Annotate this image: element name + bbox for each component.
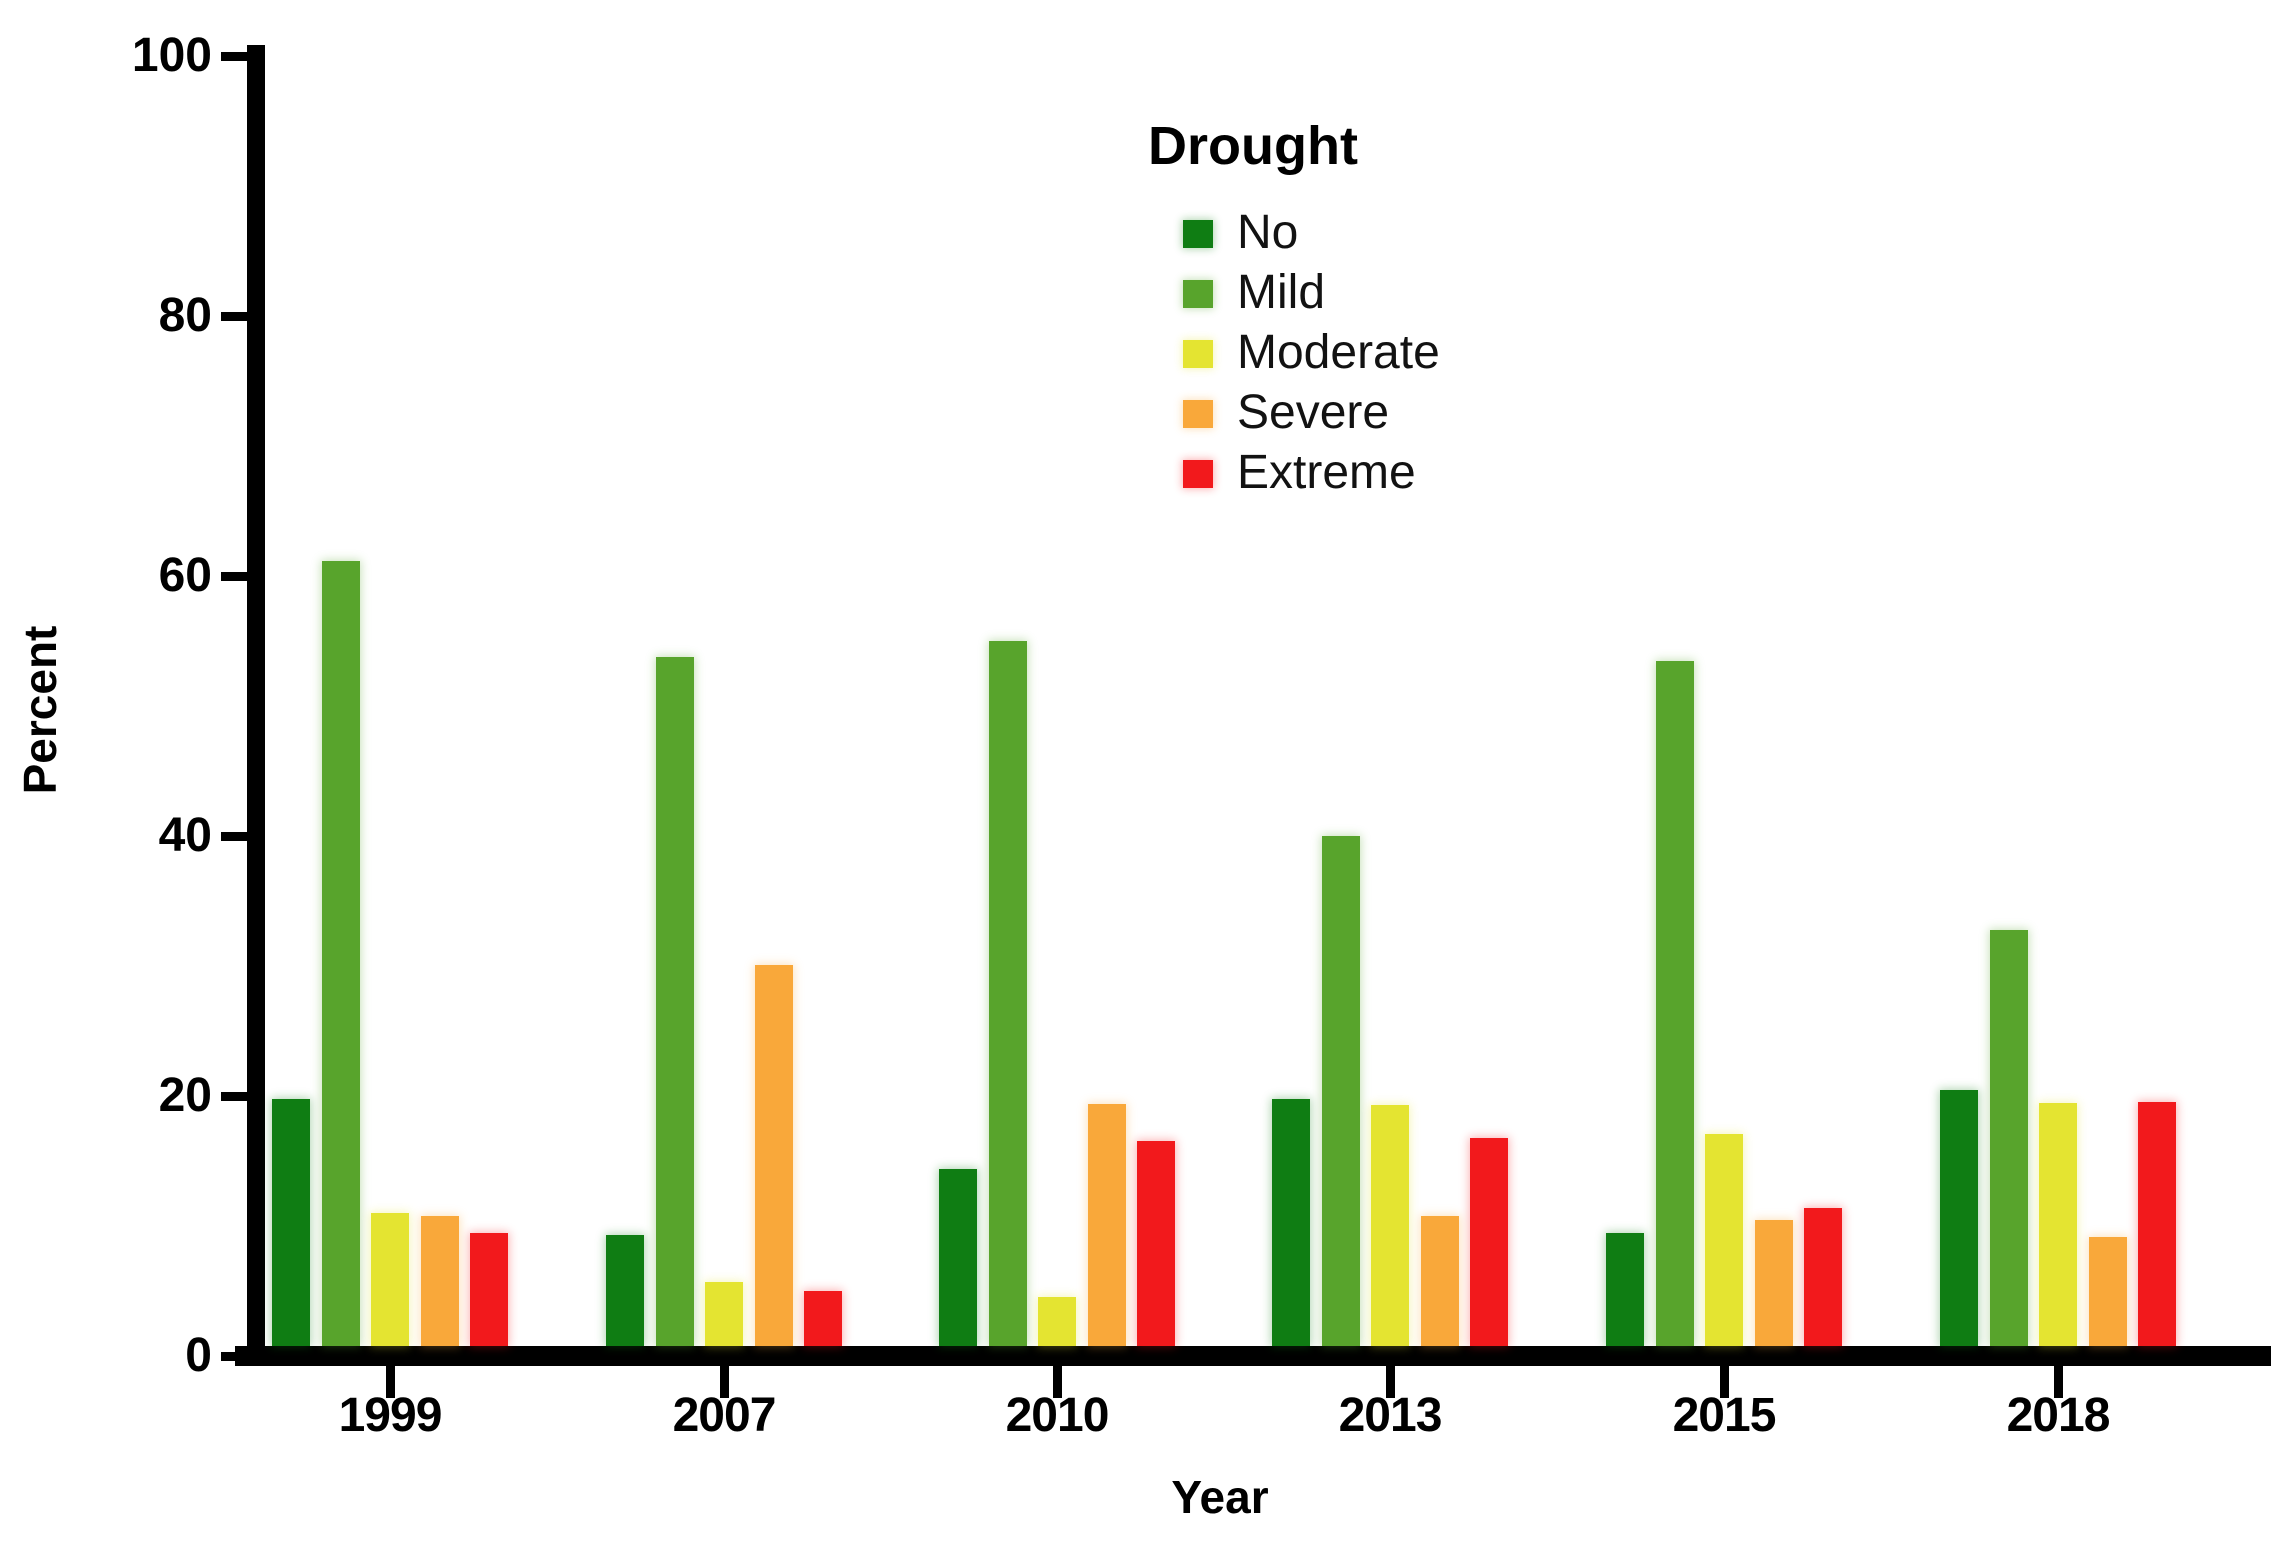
bar-2013-no bbox=[1272, 1099, 1310, 1346]
x-axis-tick-label-2007: 2007 bbox=[672, 1389, 777, 1442]
x-axis-tick bbox=[386, 1366, 395, 1398]
legend-swatch-extreme bbox=[1183, 460, 1213, 489]
bar-2010-mild bbox=[989, 641, 1027, 1346]
y-axis-tick bbox=[221, 832, 248, 841]
x-axis-tick-label-2010: 2010 bbox=[1005, 1389, 1110, 1442]
y-axis-spine bbox=[247, 45, 265, 1366]
x-axis-tick bbox=[720, 1366, 729, 1398]
bar-2015-mild bbox=[1656, 661, 1694, 1346]
x-axis-tick bbox=[1053, 1366, 1062, 1398]
x-axis-title: Year bbox=[1171, 1471, 1269, 1523]
y-axis-tick-label: 20 bbox=[158, 1069, 212, 1122]
bar-2010-moderate bbox=[1038, 1297, 1076, 1346]
legend-label-extreme: Extreme bbox=[1237, 446, 1416, 500]
x-axis-spine bbox=[235, 1346, 2271, 1366]
x-axis-tick bbox=[2054, 1366, 2063, 1398]
x-axis-tick-label-2013: 2013 bbox=[1338, 1389, 1443, 1442]
bar-2015-moderate bbox=[1705, 1134, 1743, 1346]
y-axis-tick-label: 60 bbox=[158, 549, 212, 602]
bar-2007-moderate bbox=[705, 1282, 743, 1346]
y-axis-tick bbox=[221, 52, 248, 61]
legend-swatch-no bbox=[1183, 220, 1213, 249]
bar-2018-extreme bbox=[2138, 1102, 2176, 1346]
bar-1999-mild bbox=[322, 561, 360, 1346]
y-axis-tick bbox=[221, 1092, 248, 1101]
legend-title: Drought bbox=[1148, 116, 1358, 176]
bar-1999-extreme bbox=[470, 1233, 508, 1346]
legend-label-mild: Mild bbox=[1237, 266, 1326, 320]
bar-2007-extreme bbox=[804, 1291, 842, 1346]
bar-2018-moderate bbox=[2039, 1103, 2077, 1346]
bar-2013-moderate bbox=[1371, 1105, 1409, 1346]
y-axis-tick bbox=[221, 572, 248, 581]
y-axis-tick-label: 40 bbox=[158, 809, 212, 862]
bar-2015-no bbox=[1606, 1233, 1644, 1346]
x-axis-tick-label-2015: 2015 bbox=[1672, 1389, 1777, 1442]
bar-2015-severe bbox=[1755, 1220, 1793, 1346]
legend-items: No Mild Moderate Severe Extreme bbox=[1128, 204, 1588, 504]
bar-2013-mild bbox=[1322, 836, 1360, 1346]
bar-2010-extreme bbox=[1137, 1141, 1175, 1346]
x-axis-tick-label-1999: 1999 bbox=[338, 1389, 443, 1442]
legend-swatch-mild bbox=[1183, 280, 1213, 309]
bar-2018-no bbox=[1940, 1090, 1978, 1346]
legend-label-severe: Severe bbox=[1237, 386, 1390, 440]
legend: Drought No Mild Moderate Severe Extreme bbox=[1128, 116, 1588, 504]
bar-2018-severe bbox=[2089, 1237, 2127, 1346]
legend-label-moderate: Moderate bbox=[1237, 326, 1440, 380]
bar-1999-severe bbox=[421, 1216, 459, 1346]
legend-swatch-severe bbox=[1183, 400, 1213, 429]
y-axis-tick bbox=[221, 312, 248, 321]
x-axis-tick bbox=[1720, 1366, 1729, 1398]
y-axis-tick-label: 100 bbox=[131, 29, 212, 82]
x-axis-tick bbox=[1386, 1366, 1395, 1398]
bar-2007-severe bbox=[755, 965, 793, 1346]
legend-label-no: No bbox=[1237, 206, 1299, 260]
legend-swatch-moderate bbox=[1183, 340, 1213, 369]
bar-2013-extreme bbox=[1470, 1138, 1508, 1346]
y-axis-title: Percent bbox=[14, 625, 66, 795]
x-axis-tick-label-2018: 2018 bbox=[2006, 1389, 2111, 1442]
bar-2010-severe bbox=[1088, 1104, 1126, 1346]
bar-2015-extreme bbox=[1804, 1208, 1842, 1346]
bar-2018-mild bbox=[1990, 930, 2028, 1346]
y-axis-tick-label: 0 bbox=[185, 1329, 212, 1382]
bar-2007-mild bbox=[656, 657, 694, 1346]
bar-2013-severe bbox=[1421, 1216, 1459, 1346]
bar-2010-no bbox=[939, 1169, 977, 1346]
y-axis-tick bbox=[221, 1352, 248, 1361]
bar-1999-moderate bbox=[371, 1213, 409, 1346]
bar-1999-no bbox=[272, 1099, 310, 1346]
y-axis-tick-label: 80 bbox=[158, 289, 212, 342]
bar-2007-no bbox=[606, 1235, 644, 1346]
